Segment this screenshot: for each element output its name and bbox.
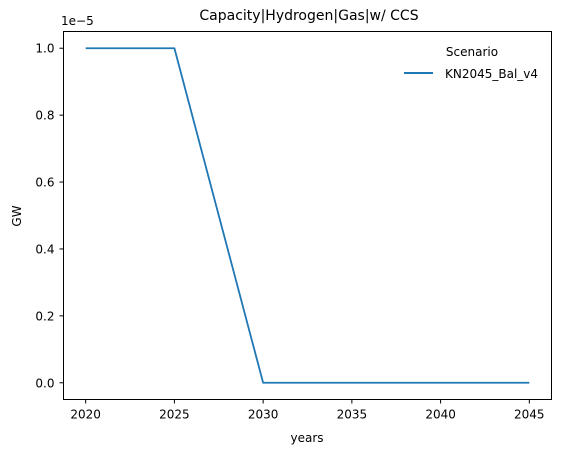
x-axis-label: years xyxy=(290,431,323,445)
x-tick-label: 2040 xyxy=(425,408,456,422)
x-tick-label: 2020 xyxy=(70,408,101,422)
legend-series-label: KN2045_Bal_v4 xyxy=(445,67,538,81)
plot-frame xyxy=(63,31,552,400)
y-axis-ticks: 0.0 0.2 0.4 0.6 0.8 1.0 xyxy=(35,42,64,390)
chart-title: Capacity|Hydrogen|Gas|w/ CCS xyxy=(199,8,418,24)
y-tick-label: 0.4 xyxy=(35,242,54,256)
y-axis-offset-label: 1e−5 xyxy=(61,14,94,28)
y-tick-label: 1.0 xyxy=(35,42,54,56)
x-tick-label: 2025 xyxy=(159,408,190,422)
y-tick-label: 0.8 xyxy=(35,109,54,123)
x-tick-label: 2035 xyxy=(337,408,368,422)
x-tick-label: 2045 xyxy=(514,408,545,422)
x-tick-label: 2030 xyxy=(248,408,279,422)
y-tick-label: 0.0 xyxy=(35,376,54,390)
plot-area xyxy=(85,47,530,384)
legend-title: Scenario xyxy=(446,45,498,59)
y-tick-label: 0.6 xyxy=(35,176,54,190)
y-tick-label: 0.2 xyxy=(35,309,54,323)
y-axis-label: GW xyxy=(10,205,24,226)
x-axis-ticks: 2020 2025 2030 2035 2040 2045 xyxy=(70,399,545,422)
legend: Scenario KN2045_Bal_v4 xyxy=(404,45,538,81)
series-line-0 xyxy=(85,47,530,384)
